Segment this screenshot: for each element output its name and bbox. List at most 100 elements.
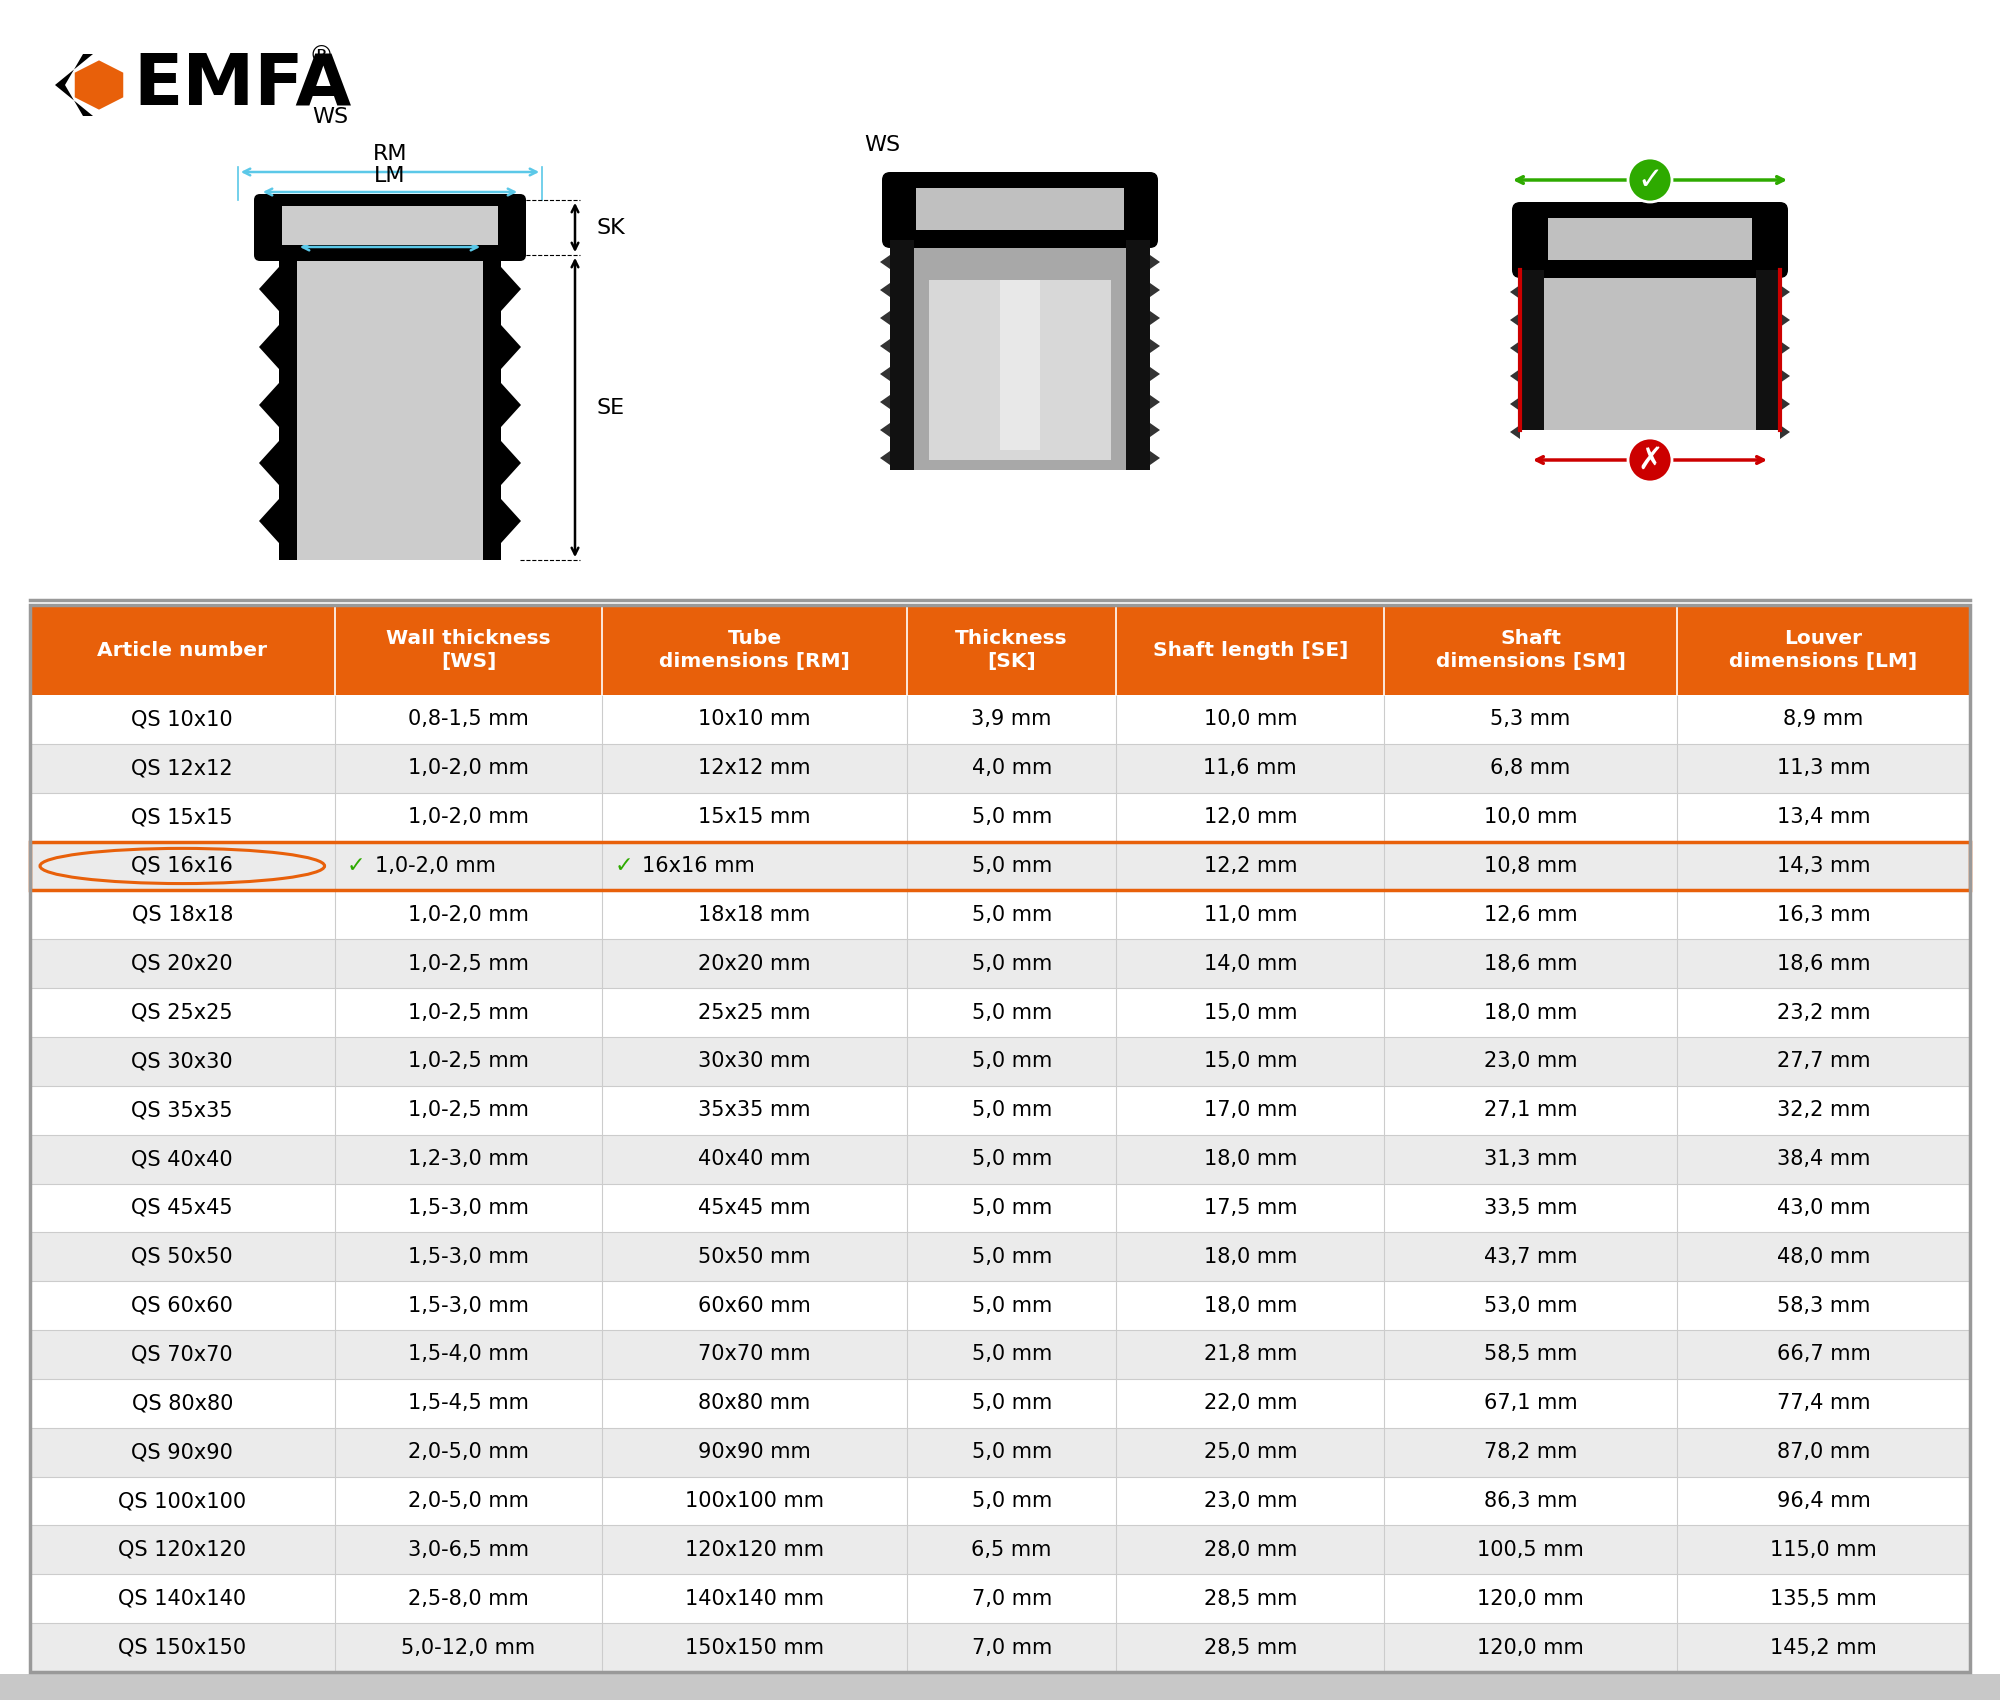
Polygon shape [1510,425,1520,439]
Text: 5,0 mm: 5,0 mm [972,1100,1052,1120]
Text: SE: SE [596,398,626,418]
Bar [928,280,1112,461]
Text: QS 90x90: QS 90x90 [132,1442,234,1462]
Polygon shape [1510,342,1520,355]
Text: 58,5 mm: 58,5 mm [1484,1345,1578,1365]
Text: 12x12 mm: 12x12 mm [698,758,810,779]
Text: 50x50 mm: 50x50 mm [698,1246,810,1266]
Polygon shape [1510,313,1520,326]
Polygon shape [1780,313,1790,326]
Polygon shape [880,450,890,466]
Bar [30,1477,1970,1525]
Text: 5,0 mm: 5,0 mm [972,1345,1052,1365]
Text: 5,0 mm: 5,0 mm [972,857,1052,876]
Bar [484,255,500,559]
Polygon shape [500,440,520,484]
Text: 120,0 mm: 120,0 mm [1478,1590,1584,1608]
Text: 1,5-3,0 mm: 1,5-3,0 mm [408,1295,528,1316]
Text: QS 50x50: QS 50x50 [132,1246,234,1266]
Polygon shape [1780,369,1790,382]
Polygon shape [500,382,520,427]
Polygon shape [880,311,890,325]
Polygon shape [500,500,520,542]
Text: 33,5 mm: 33,5 mm [1484,1198,1578,1217]
Text: Shaft
dimensions [SM]: Shaft dimensions [SM] [1436,629,1626,672]
Text: 0,8-1,5 mm: 0,8-1,5 mm [408,709,528,729]
Text: 43,7 mm: 43,7 mm [1484,1246,1578,1266]
Text: 77,4 mm: 77,4 mm [1776,1394,1870,1413]
Text: 1,5-3,0 mm: 1,5-3,0 mm [408,1198,528,1217]
Bar [30,1134,1970,1183]
Text: RM: RM [372,144,408,163]
Bar [1548,218,1752,260]
Text: 120x120 mm: 120x120 mm [686,1540,824,1561]
Bar [1756,270,1780,430]
Text: 58,3 mm: 58,3 mm [1776,1295,1870,1316]
Text: 67,1 mm: 67,1 mm [1484,1394,1578,1413]
Text: 28,5 mm: 28,5 mm [1204,1637,1296,1658]
Text: 120,0 mm: 120,0 mm [1478,1637,1584,1658]
Bar [30,891,1970,940]
Text: QS 80x80: QS 80x80 [132,1394,232,1413]
Text: 18,0 mm: 18,0 mm [1204,1246,1296,1266]
Text: ®: ® [308,44,334,70]
Bar [30,940,1970,988]
Text: 15,0 mm: 15,0 mm [1204,1003,1298,1022]
Text: 5,3 mm: 5,3 mm [1490,709,1570,729]
Text: 17,5 mm: 17,5 mm [1204,1198,1298,1217]
Text: 1,0-2,5 mm: 1,0-2,5 mm [408,1100,528,1120]
Polygon shape [1150,450,1160,466]
Text: 45x45 mm: 45x45 mm [698,1198,810,1217]
Text: 1,0-2,0 mm: 1,0-2,0 mm [408,758,528,779]
Text: 32,2 mm: 32,2 mm [1776,1100,1870,1120]
Polygon shape [1510,286,1520,299]
Text: 1,0-2,5 mm: 1,0-2,5 mm [408,1003,528,1022]
Text: SK: SK [596,218,626,238]
Text: 1,0-2,0 mm: 1,0-2,0 mm [374,857,496,876]
Polygon shape [1150,282,1160,297]
Bar [30,842,1970,891]
Text: 48,0 mm: 48,0 mm [1776,1246,1870,1266]
Text: ✓: ✓ [1638,165,1662,194]
Bar [296,255,484,559]
Text: 70x70 mm: 70x70 mm [698,1345,810,1365]
Text: QS 45x45: QS 45x45 [132,1198,234,1217]
Bar [914,240,1126,469]
Bar [30,1329,1970,1379]
Text: 78,2 mm: 78,2 mm [1484,1442,1578,1462]
Text: 135,5 mm: 135,5 mm [1770,1590,1876,1608]
Bar [30,1282,1970,1329]
Bar [30,792,1970,842]
Text: 18x18 mm: 18x18 mm [698,904,810,925]
Text: 1,0-2,5 mm: 1,0-2,5 mm [408,954,528,974]
Polygon shape [1510,369,1520,382]
Text: 8,9 mm: 8,9 mm [1784,709,1864,729]
Text: ✓: ✓ [614,857,632,876]
Bar [280,255,296,559]
Bar [30,842,1970,891]
Text: ✓: ✓ [346,857,366,876]
Bar [1544,270,1756,430]
Circle shape [1628,439,1672,483]
Text: 15x15 mm: 15x15 mm [698,808,810,828]
Text: Shaft length [SE]: Shaft length [SE] [1152,641,1348,660]
Text: 12,2 mm: 12,2 mm [1204,857,1298,876]
Bar [30,1183,1970,1232]
Text: QS 18x18: QS 18x18 [132,904,232,925]
Text: 18,0 mm: 18,0 mm [1204,1149,1296,1170]
Text: 1,0-2,0 mm: 1,0-2,0 mm [408,808,528,828]
Text: QS 40x40: QS 40x40 [132,1149,234,1170]
Text: QS 25x25: QS 25x25 [132,1003,234,1022]
Text: 115,0 mm: 115,0 mm [1770,1540,1876,1561]
Bar [30,1624,1970,1673]
Text: 1,5-3,0 mm: 1,5-3,0 mm [408,1246,528,1266]
Text: 14,3 mm: 14,3 mm [1776,857,1870,876]
Polygon shape [1510,398,1520,411]
Text: 5,0 mm: 5,0 mm [972,1442,1052,1462]
Text: 5,0 mm: 5,0 mm [972,808,1052,828]
Text: 86,3 mm: 86,3 mm [1484,1491,1578,1511]
Text: 96,4 mm: 96,4 mm [1776,1491,1870,1511]
Text: 5,0 mm: 5,0 mm [972,1491,1052,1511]
Bar [282,206,498,245]
Text: 12,0 mm: 12,0 mm [1204,808,1298,828]
